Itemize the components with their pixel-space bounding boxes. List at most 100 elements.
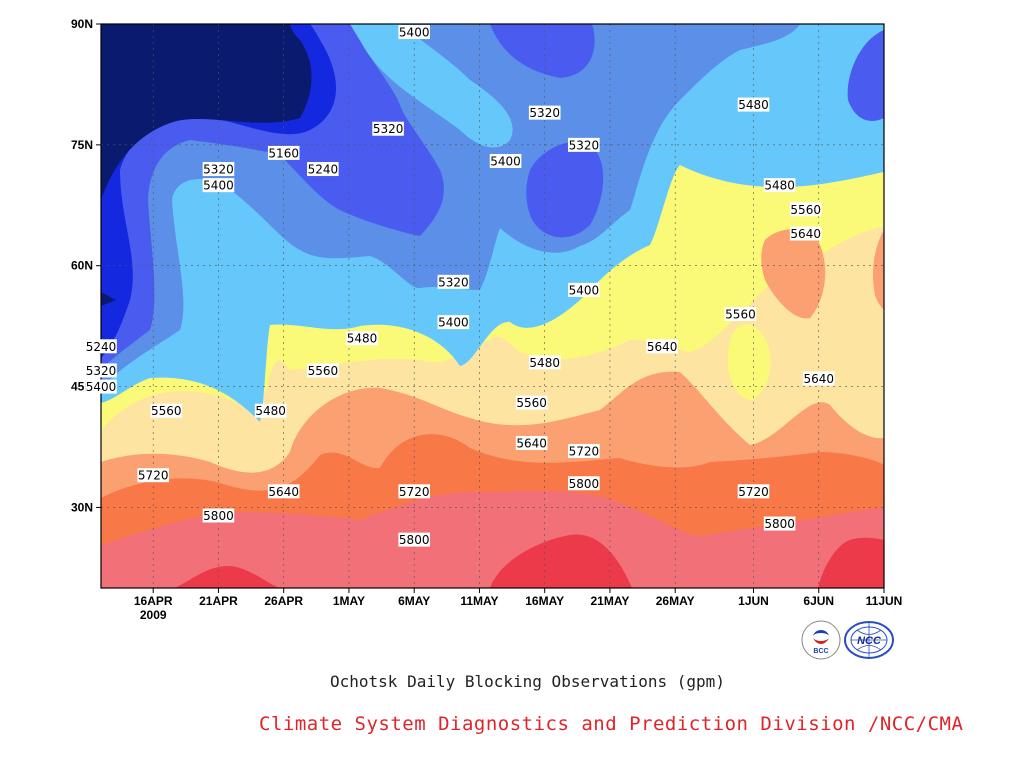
ncc-logo-icon: NCC bbox=[844, 621, 894, 659]
contour-label: 5800 bbox=[569, 477, 600, 491]
cell-5640-east bbox=[761, 229, 826, 319]
contour-fills bbox=[101, 24, 884, 588]
cell-dark-southwest bbox=[101, 292, 116, 306]
contour-label-box bbox=[763, 516, 796, 531]
band-below-5160 bbox=[101, 24, 312, 200]
contour-label: 5240 bbox=[308, 163, 339, 177]
y-tick-label: 90N bbox=[71, 17, 93, 31]
contour-label: 5480 bbox=[764, 179, 795, 193]
contour-label: 5480 bbox=[529, 356, 560, 370]
contour-label-box bbox=[568, 476, 600, 491]
contour-label-box bbox=[202, 508, 235, 523]
plot-frame bbox=[100, 23, 885, 589]
x-tick-label: 26APR bbox=[264, 594, 303, 608]
contour-label-box bbox=[346, 331, 378, 346]
contour-label-box bbox=[737, 97, 770, 112]
contour-label: 5320 bbox=[438, 275, 469, 289]
contour-label-box bbox=[307, 162, 339, 177]
contour-label-box bbox=[85, 379, 117, 394]
svg-text:BCC: BCC bbox=[813, 648, 828, 655]
contour-label: 5320 bbox=[203, 163, 234, 177]
y-tick-label: 60N bbox=[71, 259, 93, 273]
contour-label: 5560 bbox=[151, 404, 182, 418]
contour-label-box bbox=[267, 484, 300, 499]
contour-labels: 5400 5160 5320 5240 5400 5320 5400 5320 5320 5480… bbox=[85, 25, 835, 547]
contour-label-box bbox=[202, 178, 235, 193]
contour-label: 5400 bbox=[86, 380, 117, 394]
contour-label: 5560 bbox=[308, 364, 339, 378]
cell-light-north bbox=[350, 24, 513, 148]
contour-label: 5400 bbox=[438, 316, 469, 330]
contour-label: 5400 bbox=[399, 26, 430, 40]
cell-east-north bbox=[847, 30, 884, 121]
contour-label-box bbox=[398, 484, 430, 499]
contour-label: 5320 bbox=[529, 106, 560, 120]
contour-label-box bbox=[737, 484, 770, 499]
bcc-logo-icon: BCC bbox=[801, 620, 841, 660]
contour-label: 5240 bbox=[86, 340, 117, 354]
contour-label-box bbox=[85, 339, 117, 354]
x-tick-label: 6JUN bbox=[803, 594, 834, 608]
cell-5800-c bbox=[818, 537, 884, 588]
contour-label-box bbox=[137, 468, 169, 483]
cell-mid-north bbox=[526, 141, 604, 238]
contour-label: 5400 bbox=[490, 154, 521, 168]
cell-dark-north bbox=[490, 24, 595, 78]
contour-label: 5160 bbox=[268, 146, 299, 160]
contour-label-box bbox=[528, 105, 561, 120]
contour-label-box bbox=[646, 339, 678, 354]
contour-label: 5400 bbox=[203, 179, 234, 193]
contour-label: 5640 bbox=[790, 227, 821, 241]
contour-label-box bbox=[528, 355, 561, 370]
x-tick-label: 1MAY bbox=[333, 594, 365, 608]
contour-label: 5320 bbox=[373, 122, 404, 136]
contour-label-box bbox=[515, 435, 548, 450]
cell-5560-east bbox=[727, 324, 771, 400]
y-tick-label: 75N bbox=[71, 138, 93, 152]
svg-text:NCC: NCC bbox=[857, 635, 882, 647]
x-year-label: 2009 bbox=[140, 608, 167, 622]
contour-label: 5480 bbox=[738, 98, 769, 112]
contour-label: 5720 bbox=[138, 469, 169, 483]
x-tick-label: 1JUN bbox=[738, 594, 769, 608]
contour-label-box bbox=[372, 121, 404, 136]
contour-label-box bbox=[489, 153, 522, 168]
x-tick-label: 6MAY bbox=[398, 594, 430, 608]
contour-label: 5640 bbox=[268, 485, 299, 499]
contour-label: 5720 bbox=[399, 485, 430, 499]
contour-label: 5560 bbox=[725, 308, 756, 322]
contour-label-box bbox=[398, 25, 430, 40]
contour-label: 5800 bbox=[764, 517, 795, 531]
contour-label-box bbox=[202, 162, 235, 177]
contour-label: 5720 bbox=[738, 485, 769, 499]
contour-label-box bbox=[150, 403, 183, 418]
contour-label-box bbox=[254, 403, 287, 418]
x-tick-label: 26MAY bbox=[656, 594, 695, 608]
contour-label: 5400 bbox=[569, 283, 600, 297]
x-tick-label: 21MAY bbox=[590, 594, 629, 608]
contour-label: 5480 bbox=[347, 332, 378, 346]
gridlines bbox=[101, 24, 884, 588]
contour-label-box bbox=[724, 307, 757, 322]
x-tick-label: 11JUN bbox=[866, 594, 903, 608]
contour-label: 5640 bbox=[516, 436, 547, 450]
contour-label: 5560 bbox=[790, 203, 821, 217]
x-tick-label: 21APR bbox=[199, 594, 238, 608]
contour-label-box bbox=[789, 226, 822, 241]
contour-label-box bbox=[85, 363, 117, 378]
cell-5800-b bbox=[490, 534, 632, 588]
cell-5800-a bbox=[175, 566, 280, 588]
contour-label-box bbox=[437, 315, 470, 330]
x-tick-label: 11MAY bbox=[460, 594, 498, 608]
contour-label-box bbox=[789, 202, 822, 217]
contour-label: 5320 bbox=[86, 364, 117, 378]
contour-label-box bbox=[267, 145, 300, 160]
contour-label: 5640 bbox=[803, 372, 834, 386]
contour-label-box bbox=[763, 178, 796, 193]
contour-label-box bbox=[568, 282, 600, 297]
contour-label-box bbox=[307, 363, 339, 378]
contour-label-box bbox=[568, 137, 600, 152]
